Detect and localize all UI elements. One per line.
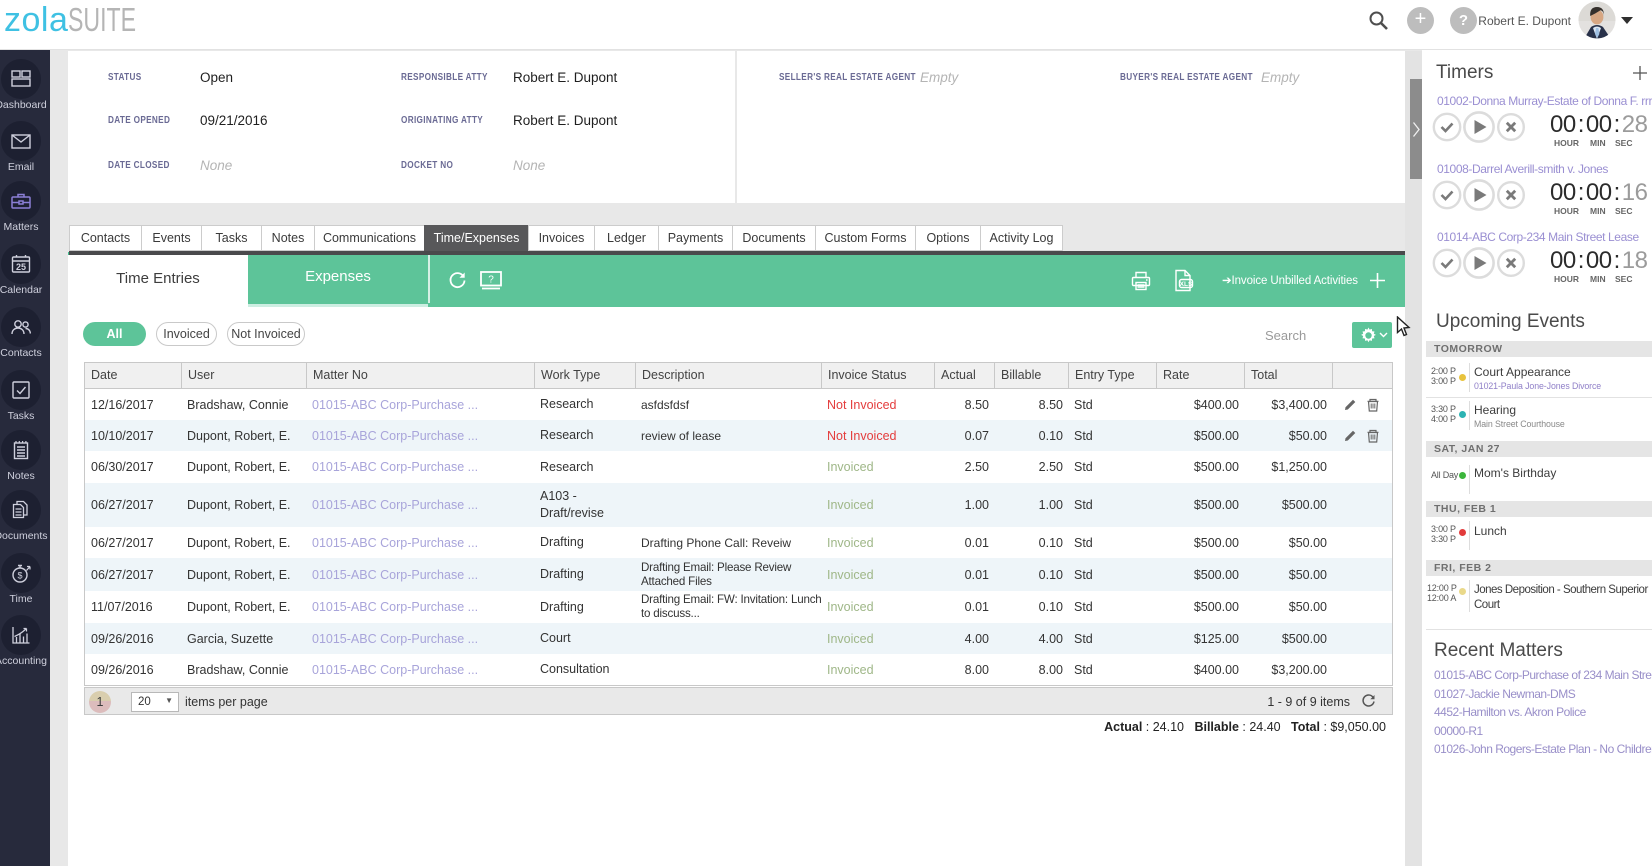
svg-text:25: 25 (16, 262, 26, 272)
svg-text:XLS: XLS (1180, 281, 1193, 288)
svg-text:$: $ (17, 571, 22, 581)
svg-text:?: ? (488, 275, 494, 286)
